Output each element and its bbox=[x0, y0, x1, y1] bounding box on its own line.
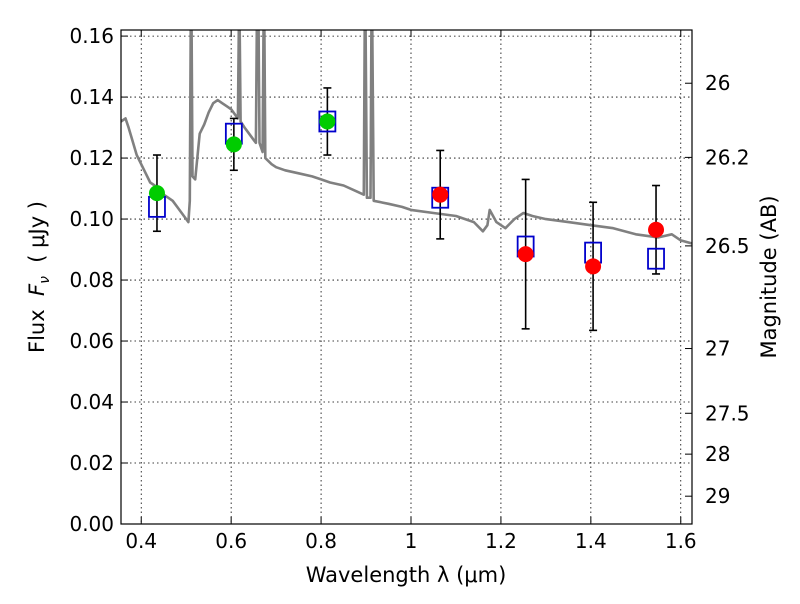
right-tick-label: 27.5 bbox=[705, 401, 750, 425]
marker-layer bbox=[148, 110, 665, 275]
y-tick-label: 0.02 bbox=[69, 451, 114, 475]
y-tick-label: 0.16 bbox=[69, 24, 114, 48]
x-tick-label: 1.6 bbox=[665, 529, 697, 553]
right-axis-label: Magnitude (AB) bbox=[757, 195, 781, 358]
right-tick-label: 26.5 bbox=[705, 234, 750, 258]
y-axis-label: Flux Fν ( μJy ) bbox=[25, 201, 53, 353]
x-tick-label: 1.2 bbox=[485, 529, 517, 553]
green-data-point bbox=[148, 185, 165, 202]
x-tick-label: 0.6 bbox=[215, 529, 247, 553]
right-tick-label: 26.2 bbox=[705, 145, 750, 169]
y-tick-label: 0.08 bbox=[69, 268, 114, 292]
x-tick-label: 0.4 bbox=[125, 529, 157, 553]
x-axis-label: Wavelength λ (μm) bbox=[306, 563, 507, 587]
model-photometry-square bbox=[647, 247, 665, 270]
tick-layer: 0.4 0.6 0.8 1 1.2 1.4 1.6 0.00 0.02 0.04 0.06 0.08 0… bbox=[69, 24, 749, 553]
y-tick-label: 0.10 bbox=[69, 207, 114, 231]
y-tick-label: 0.00 bbox=[69, 512, 114, 536]
x-tick-label: 0.8 bbox=[305, 529, 337, 553]
right-tick-label: 28 bbox=[705, 442, 730, 466]
red-data-point bbox=[648, 221, 665, 238]
green-data-point bbox=[225, 136, 242, 153]
red-data-point bbox=[432, 186, 449, 203]
green-data-point bbox=[319, 113, 336, 130]
model-sed-layer bbox=[121, 30, 692, 245]
y-tick-label: 0.12 bbox=[69, 146, 114, 170]
plot-frame bbox=[120, 29, 693, 525]
y-tick-label: 0.06 bbox=[69, 329, 114, 353]
x-tick-label: 1.4 bbox=[575, 529, 607, 553]
plot-background bbox=[121, 30, 692, 524]
red-data-point bbox=[517, 246, 534, 263]
y-tick-label: 0.04 bbox=[69, 390, 114, 414]
right-tick-label: 26 bbox=[705, 71, 730, 95]
red-data-point bbox=[585, 258, 602, 275]
right-tick-label: 29 bbox=[705, 484, 730, 508]
right-tick-label: 27 bbox=[705, 337, 730, 361]
x-tick-label: 1 bbox=[405, 529, 418, 553]
model-sed-line bbox=[121, 30, 692, 245]
y-tick-label: 0.14 bbox=[69, 85, 114, 109]
